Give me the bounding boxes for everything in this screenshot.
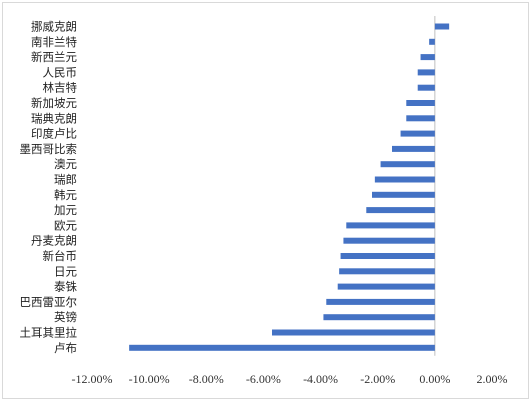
x-tick-label: -4.00%	[303, 372, 338, 386]
category-label: 瑞郎	[54, 173, 77, 187]
category-label: 人民币	[43, 65, 78, 79]
category-label: 英镑	[54, 310, 77, 324]
category-label-layer: 挪威克朗南非兰特新西兰元人民币林吉特新加坡元瑞典克朗印度卢比墨西哥比索澳元瑞郎韩…	[20, 20, 78, 355]
bar	[129, 344, 435, 351]
bar	[434, 23, 450, 30]
bar	[380, 161, 435, 168]
x-tick-label: 2.00%	[477, 372, 508, 386]
category-label: 挪威克朗	[31, 20, 77, 34]
category-label: 新加坡元	[31, 96, 77, 110]
category-label: 澳元	[54, 157, 77, 171]
category-label: 印度卢比	[31, 127, 77, 141]
bar	[400, 130, 435, 137]
category-label: 土耳其里拉	[20, 326, 78, 340]
x-tick-label: 0.00%	[419, 372, 450, 386]
category-label: 林吉特	[43, 81, 78, 95]
category-label: 韩元	[54, 188, 77, 202]
bar	[406, 100, 435, 106]
bar	[346, 222, 435, 229]
category-label: 加元	[54, 203, 77, 217]
category-label: 墨西哥比索	[20, 142, 78, 156]
bar	[417, 84, 435, 91]
category-label: 巴西雷亚尔	[20, 295, 78, 309]
bar	[406, 115, 435, 122]
bar	[392, 145, 435, 152]
bar	[343, 237, 435, 244]
bar	[372, 191, 435, 198]
category-label: 欧元	[54, 218, 77, 232]
x-tick-label: -12.00%	[72, 372, 113, 386]
bar	[339, 268, 435, 275]
bar	[374, 176, 435, 183]
x-tick-layer: -12.00% -10.00% -8.00% -6.00% -4.00% -2.00% 0.…	[72, 372, 508, 386]
x-tick-label: -6.00%	[246, 372, 281, 386]
bar	[340, 253, 435, 259]
bar	[417, 69, 435, 76]
x-tick-label: -10.00%	[129, 372, 170, 386]
category-label: 南非兰特	[31, 35, 77, 49]
category-label: 卢布	[54, 341, 77, 355]
x-tick-label: -2.00%	[360, 372, 395, 386]
x-tick-label: -8.00%	[189, 372, 224, 386]
category-label: 丹麦克朗	[31, 234, 77, 248]
chart-frame	[2, 2, 529, 399]
bar-layer	[129, 23, 450, 351]
bar	[429, 38, 435, 45]
bar	[420, 54, 435, 61]
category-label: 瑞典克朗	[31, 111, 77, 125]
bar	[337, 283, 435, 290]
category-label: 新西兰元	[31, 50, 77, 64]
bar	[326, 298, 435, 305]
category-label: 新台币	[43, 249, 78, 263]
category-label: 日元	[54, 264, 77, 278]
category-label: 泰铢	[54, 280, 77, 294]
bar	[323, 314, 435, 321]
bar	[366, 207, 435, 214]
bar	[272, 329, 435, 336]
